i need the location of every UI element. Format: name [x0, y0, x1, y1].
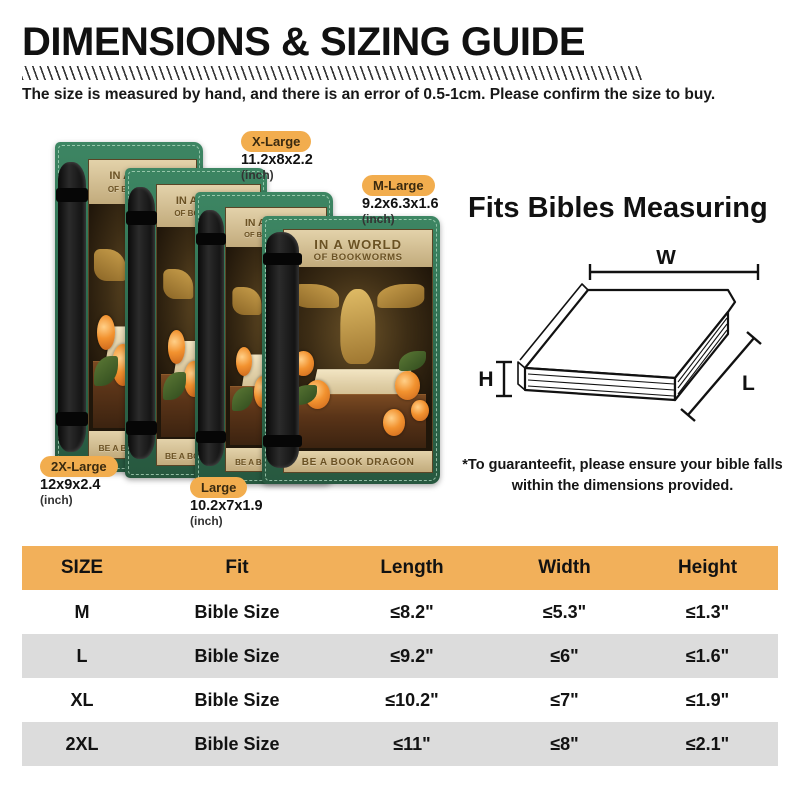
column-header-fit: Fit — [142, 546, 332, 590]
dimension-value: 11.2x8x2.2 — [241, 152, 313, 168]
artwork-top-band — [284, 230, 432, 267]
dragon-body — [340, 288, 376, 365]
cell-height: ≤2.1" — [637, 722, 778, 766]
hatched-divider — [22, 66, 642, 80]
size-label-2x-large: 2X-Large — [40, 456, 118, 477]
cell-length: ≤9.2" — [332, 634, 492, 678]
dimension-value: 12x9x2.4 — [40, 477, 101, 493]
leaf-icon — [232, 386, 254, 411]
page-title: DIMENSIONS & SIZING GUIDE — [22, 20, 586, 64]
leaf-icon — [93, 356, 118, 387]
bible-dimension-diagram: W L H — [470, 246, 790, 435]
dimension-unit: (inch) — [40, 492, 73, 507]
carry-handle-strap — [262, 232, 302, 468]
length-label: L — [742, 372, 755, 395]
cell-width: ≤6" — [492, 634, 637, 678]
book-diagram-svg: W L H — [478, 246, 762, 422]
table-header-row: SIZE Fit Length Width Height — [22, 546, 778, 590]
table-row: 2XL Bible Size ≤11" ≤8" ≤2.1" — [22, 722, 778, 766]
size-label-m-large: M-Large — [362, 175, 435, 196]
column-header-height: Height — [637, 546, 778, 590]
dragon-wing-left — [162, 268, 193, 299]
artwork-bottom-band — [284, 450, 432, 473]
width-label: W — [656, 250, 676, 269]
table-row: L Bible Size ≤9.2" ≤6" ≤1.6" — [22, 634, 778, 678]
cover-headline-line2: OF BOOKWORMS — [313, 253, 403, 264]
carry-handle-strap — [55, 161, 89, 453]
cover-headline-line1: IN A WORLD — [314, 237, 402, 252]
size-dimensions-large: 10.2x7x1.9 (inch) — [190, 498, 263, 528]
dragon-wing-left — [231, 286, 262, 316]
table-row: M Bible Size ≤8.2" ≤5.3" ≤1.3" — [22, 590, 778, 634]
cell-size: 2XL — [22, 722, 142, 766]
size-table: SIZE Fit Length Width Height M Bible Siz… — [22, 546, 778, 766]
cell-length: ≤10.2" — [332, 678, 492, 722]
size-dimensions-2x-large: 12x9x2.4 (inch) — [40, 477, 100, 507]
product-cover-m-large: IN A WORLD OF BOOKWORMS BE A BOOK DRAGON — [262, 216, 440, 484]
dragon-wing-right — [377, 283, 425, 309]
cell-size: L — [22, 634, 142, 678]
height-label: H — [478, 368, 493, 391]
size-dimensions-x-large: 11.2x8x2.2 (inch) — [241, 152, 313, 182]
measurement-disclaimer: The size is measured by hand, and there … — [22, 86, 716, 103]
cell-fit: Bible Size — [142, 590, 332, 634]
cover-artwork: IN A WORLD OF BOOKWORMS BE A BOOK DRAGON — [283, 229, 433, 474]
size-dimensions-m-large: 9.2x6.3x1.6 (inch) — [362, 196, 439, 226]
dragon-wing-left — [94, 248, 126, 282]
fit-note-line2: within the dimensions provided. — [511, 478, 734, 495]
dimension-value: 9.2x6.3x1.6 — [362, 196, 439, 212]
dimension-unit: (inch) — [190, 513, 223, 528]
cell-length: ≤8.2" — [332, 590, 492, 634]
fit-note-line1: *To guaranteefit, please ensure your bib… — [462, 457, 783, 473]
table-row: XL Bible Size ≤10.2" ≤7" ≤1.9" — [22, 678, 778, 722]
size-label-large: Large — [190, 477, 248, 498]
product-variant-gallery: IN A WORLD OF BOOKWORMS BE A BOOK DRAGON — [0, 120, 460, 520]
column-header-width: Width — [492, 546, 637, 590]
cell-length: ≤11" — [332, 722, 492, 766]
cell-height: ≤1.9" — [637, 678, 778, 722]
cell-height: ≤1.6" — [637, 634, 778, 678]
cell-fit: Bible Size — [142, 722, 332, 766]
rose-icon — [383, 409, 406, 436]
rose-icon — [411, 399, 429, 422]
cover-tagline: BE A BOOK DRAGON — [301, 458, 415, 469]
cell-width: ≤8" — [492, 722, 637, 766]
dimension-unit: (inch) — [362, 211, 395, 226]
column-header-size: SIZE — [22, 546, 142, 590]
cell-height: ≤1.3" — [637, 590, 778, 634]
cell-width: ≤7" — [492, 678, 637, 722]
cell-size: XL — [22, 678, 142, 722]
fits-bibles-title: Fits Bibles Measuring — [468, 192, 768, 224]
dimension-value: 10.2x7x1.9 — [190, 498, 263, 514]
dimension-unit: (inch) — [241, 167, 274, 182]
leaf-icon — [163, 372, 187, 401]
leaf-icon — [399, 351, 426, 371]
rose-icon — [167, 330, 186, 364]
rose-icon — [236, 347, 253, 377]
carry-handle-strap — [195, 209, 227, 467]
rose-icon — [97, 314, 116, 351]
fit-guarantee-note: *To guaranteefit, please ensure your bib… — [455, 455, 790, 497]
cell-width: ≤5.3" — [492, 590, 637, 634]
cell-size: M — [22, 590, 142, 634]
size-label-x-large: X-Large — [241, 131, 312, 152]
dragon-illustration — [291, 283, 425, 366]
cell-fit: Bible Size — [142, 678, 332, 722]
column-header-length: Length — [332, 546, 492, 590]
cell-fit: Bible Size — [142, 634, 332, 678]
carry-handle-strap — [125, 186, 157, 460]
rose-icon — [395, 370, 421, 400]
